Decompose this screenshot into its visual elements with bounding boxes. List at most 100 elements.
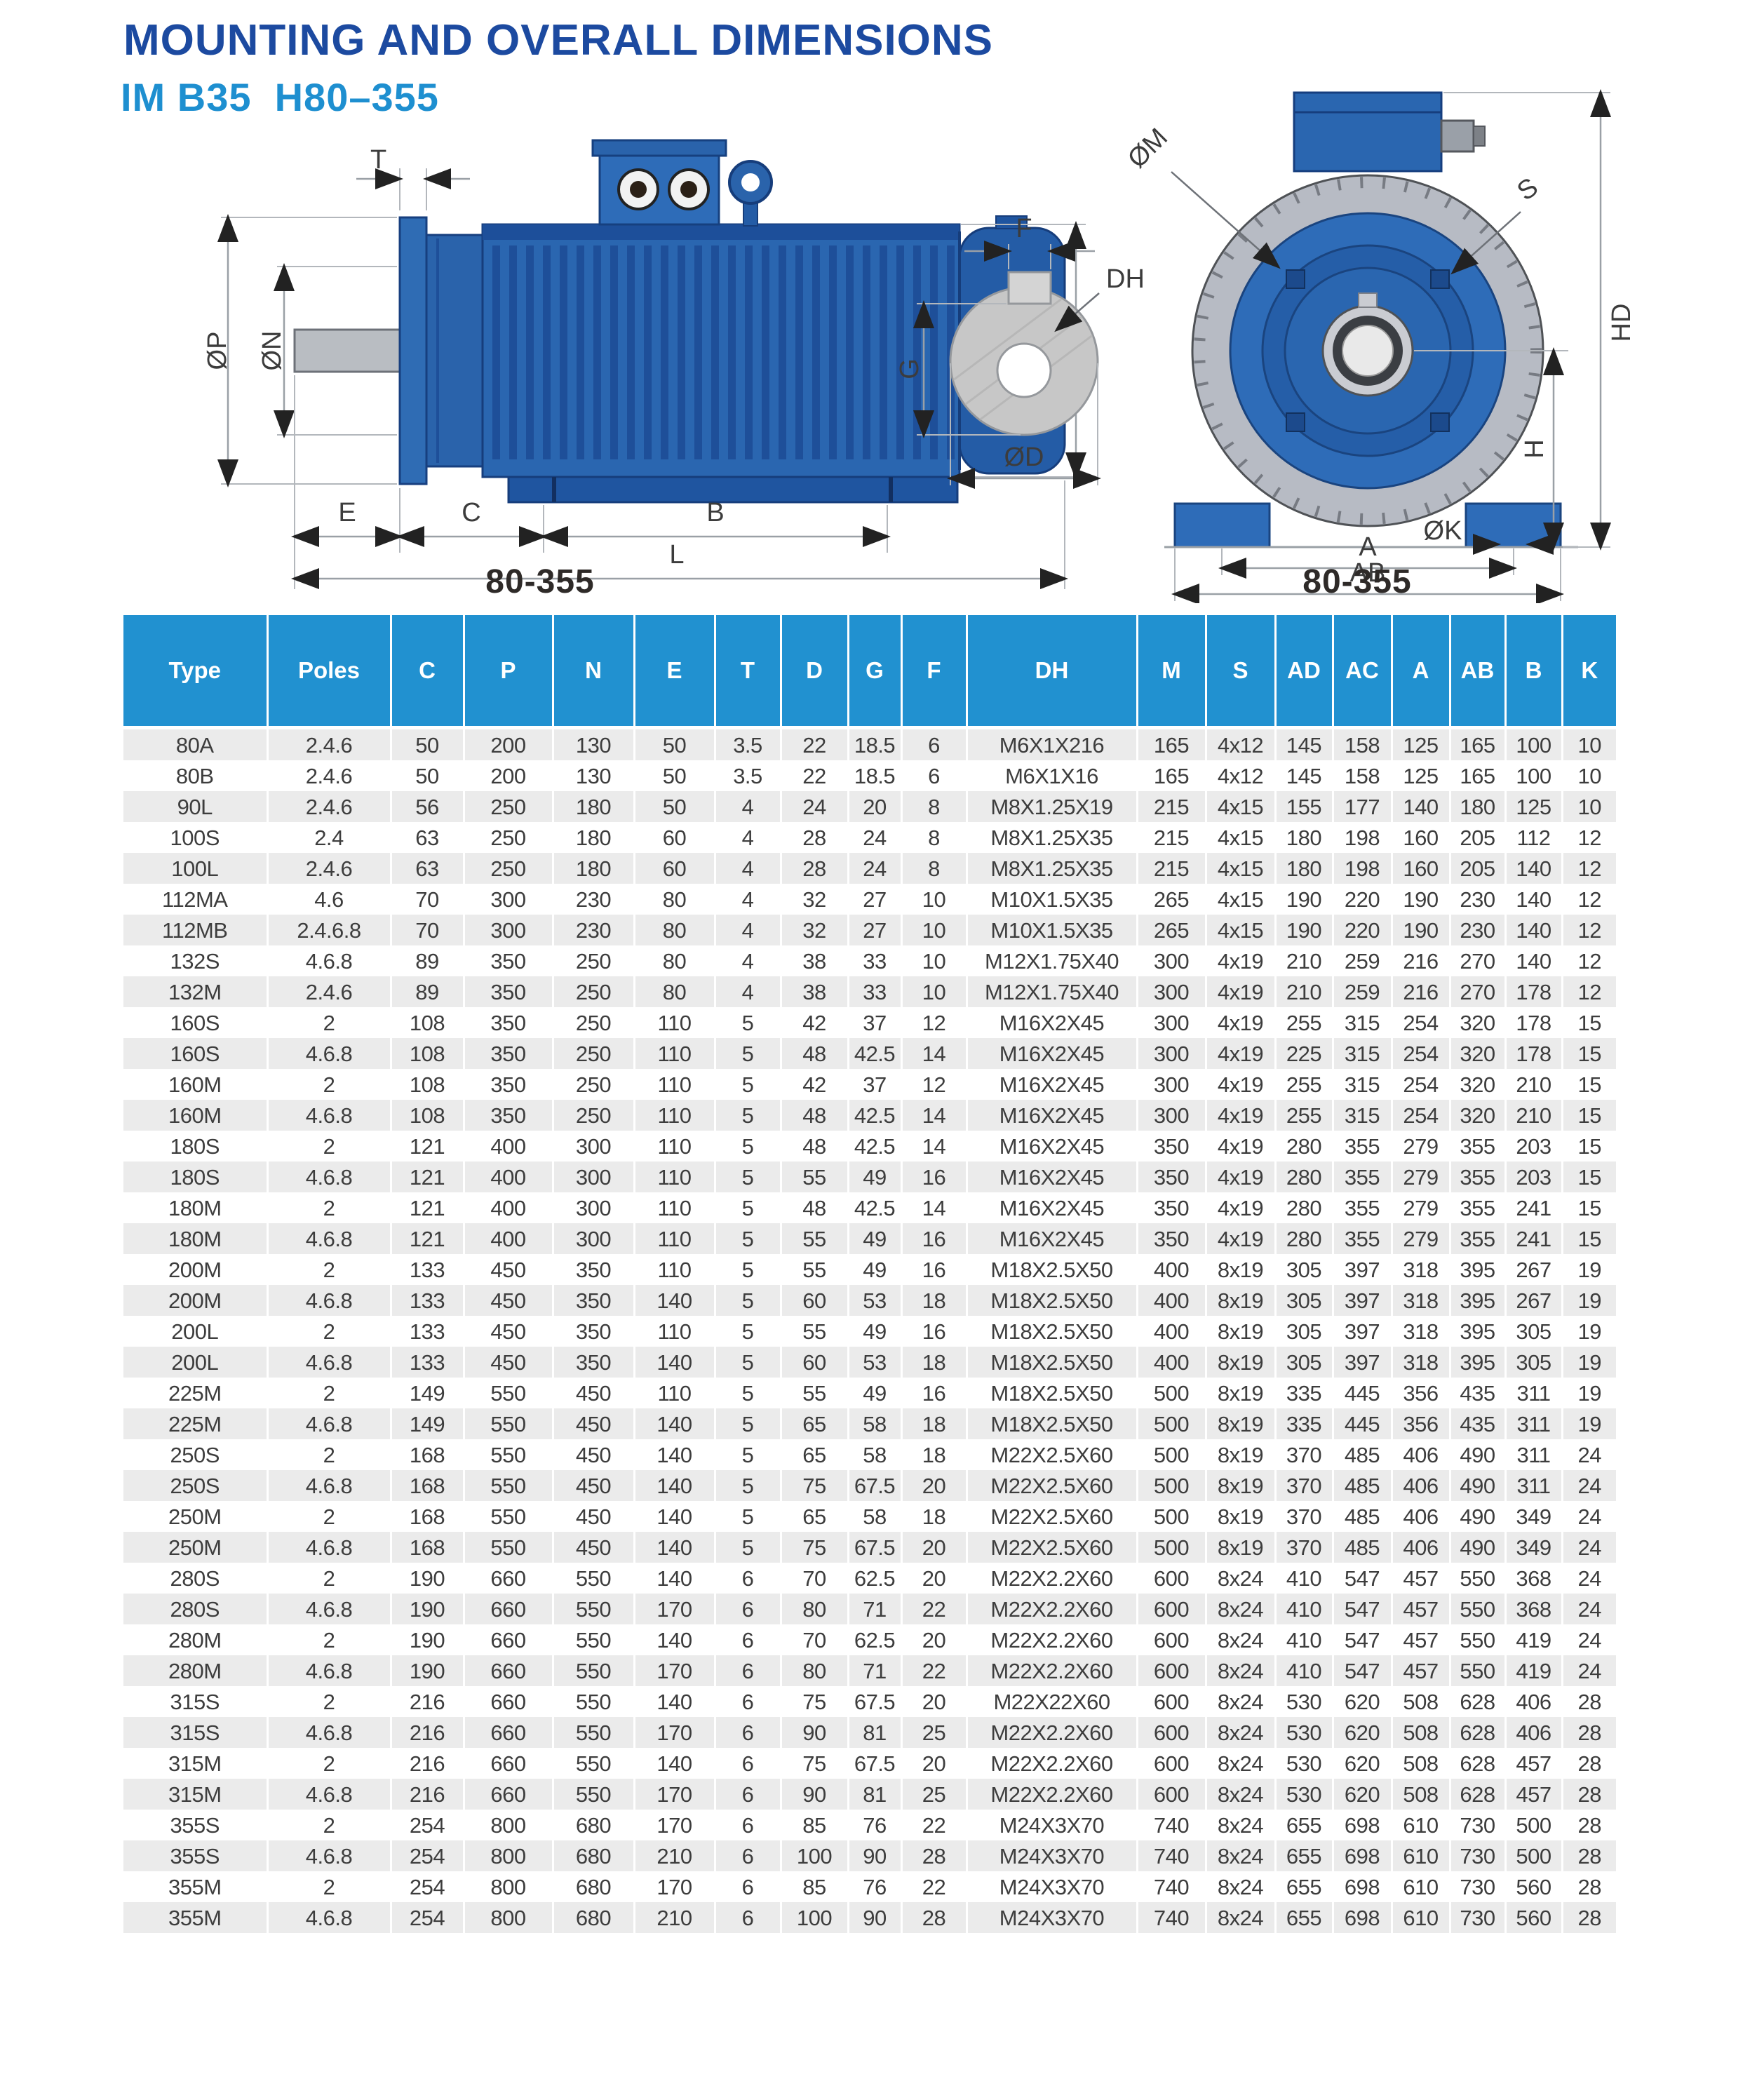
table-cell: 12 (1562, 822, 1616, 853)
table-cell: M24X3X70 (967, 1902, 1138, 1933)
table-cell: 8x24 (1206, 1594, 1277, 1624)
table-cell: 740 (1137, 1902, 1207, 1933)
table-cell: 24 (1562, 1532, 1616, 1563)
table-cell: 50 (634, 760, 716, 791)
table-cell: 4.6.8 (267, 1038, 392, 1069)
dim-label-e: E (338, 498, 356, 527)
table-cell: 112MA (123, 884, 269, 915)
table-cell: 355 (1450, 1192, 1507, 1223)
table-cell: 500 (1137, 1501, 1207, 1532)
table-cell: 628 (1450, 1748, 1507, 1779)
table-cell: 130 (553, 727, 635, 760)
table-cell: 42 (781, 1069, 849, 1100)
table-cell: 133 (391, 1254, 465, 1285)
table-cell: 600 (1137, 1779, 1207, 1810)
table-cell: 8x24 (1206, 1563, 1277, 1594)
table-cell: 315S (123, 1717, 269, 1748)
table-cell: 457 (1392, 1655, 1451, 1686)
table-cell: 71 (848, 1655, 903, 1686)
table-cell: 24 (781, 791, 849, 822)
table-cell: 190 (1275, 915, 1334, 945)
table-cell: 4.6.8 (267, 1655, 392, 1686)
table-cell: 8x24 (1206, 1655, 1277, 1686)
table-cell: 53 (848, 1285, 903, 1316)
table-cell: 110 (634, 1069, 716, 1100)
table-cell: 2 (267, 1748, 392, 1779)
table-cell: 65 (781, 1408, 849, 1439)
table-cell: 485 (1333, 1501, 1393, 1532)
table-cell: M18X2.5X50 (967, 1285, 1138, 1316)
table-cell: 2 (267, 1007, 392, 1038)
table-cell: 90 (848, 1840, 903, 1871)
table-cell: 180S (123, 1131, 269, 1161)
table-cell: 165 (1450, 760, 1507, 791)
table-cell: 730 (1450, 1902, 1507, 1933)
table-cell: 112 (1505, 822, 1563, 853)
column-header-f: F (901, 615, 968, 729)
table-cell: 400 (464, 1223, 554, 1254)
table-cell: 22 (901, 1655, 968, 1686)
table-cell: 620 (1333, 1717, 1393, 1748)
table-cell: 660 (464, 1624, 554, 1655)
table-cell: M10X1.5X35 (967, 915, 1138, 945)
table-cell: 210 (634, 1840, 716, 1871)
table-cell: 305 (1275, 1285, 1334, 1316)
table-body: 80A 2.4.6 50 200 130 50 3.5 22 18.5 6 M6X1X216 165 4… (123, 727, 1616, 1933)
table-cell: 15 (1562, 1038, 1616, 1069)
table-cell: 49 (848, 1254, 903, 1285)
table-cell: 4x19 (1206, 1161, 1277, 1192)
table-cell: 190 (391, 1563, 465, 1594)
table-cell: 110 (634, 1316, 716, 1347)
front-view-caption: 80-355 (1302, 563, 1412, 600)
table-cell: 132S (123, 945, 269, 976)
table-row: 160M 2 108 350 250 110 5 42 37 12 M16X2X45 300 4x19 2… (123, 1069, 1616, 1100)
table-cell: 18 (901, 1285, 968, 1316)
table-row: 90L 2.4.6 56 250 180 50 4 24 20 8 M8X1.25X19 215 4x1… (123, 791, 1616, 822)
dim-label-c: C (462, 498, 480, 527)
table-cell: 4.6 (267, 884, 392, 915)
table-cell: 2 (267, 1316, 392, 1347)
table-cell: 457 (1505, 1748, 1563, 1779)
table-cell: 4 (715, 915, 782, 945)
table-cell: 170 (634, 1810, 716, 1840)
table-cell: 62.5 (848, 1624, 903, 1655)
table-cell: 90 (848, 1902, 903, 1933)
table-cell: 230 (1450, 884, 1507, 915)
table-cell: 140 (634, 1532, 716, 1563)
table-cell: 42.5 (848, 1131, 903, 1161)
table-cell: 16 (901, 1316, 968, 1347)
table-cell: 655 (1275, 1840, 1334, 1871)
table-cell: 435 (1450, 1378, 1507, 1408)
table-cell: 305 (1505, 1316, 1563, 1347)
table-cell: 121 (391, 1192, 465, 1223)
table-cell: 4.6.8 (267, 1285, 392, 1316)
table-cell: 25 (901, 1779, 968, 1810)
table-cell: 6 (715, 1748, 782, 1779)
table-cell: 170 (634, 1717, 716, 1748)
table-cell: 254 (1392, 1100, 1451, 1131)
table-cell: 28 (781, 853, 849, 884)
table-cell: 4 (715, 884, 782, 915)
table-cell: 225M (123, 1408, 269, 1439)
table-cell: 70 (781, 1624, 849, 1655)
table-cell: 28 (1562, 1902, 1616, 1933)
table-cell: 180M (123, 1192, 269, 1223)
table-cell: 300 (1137, 1038, 1207, 1069)
table-cell: 600 (1137, 1594, 1207, 1624)
table-cell: 38 (781, 976, 849, 1007)
table-cell: 406 (1392, 1532, 1451, 1563)
table-cell: M22X2.2X60 (967, 1594, 1138, 1624)
table-cell: 165 (1450, 727, 1507, 760)
table-cell: 165 (1137, 727, 1207, 760)
table-cell: 400 (464, 1192, 554, 1223)
table-cell: 15 (1562, 1223, 1616, 1254)
table-cell: 254 (391, 1840, 465, 1871)
table-cell: 16 (901, 1254, 968, 1285)
table-row: 180S 2 121 400 300 110 5 48 42.5 14 M16X2X45 350 4x1… (123, 1131, 1616, 1161)
table-cell: 350 (464, 1100, 554, 1131)
table-cell: 230 (553, 884, 635, 915)
table-cell: 4x15 (1206, 853, 1277, 884)
table-cell: 70 (781, 1563, 849, 1594)
table-cell: 300 (464, 915, 554, 945)
table-cell: 65 (781, 1501, 849, 1532)
